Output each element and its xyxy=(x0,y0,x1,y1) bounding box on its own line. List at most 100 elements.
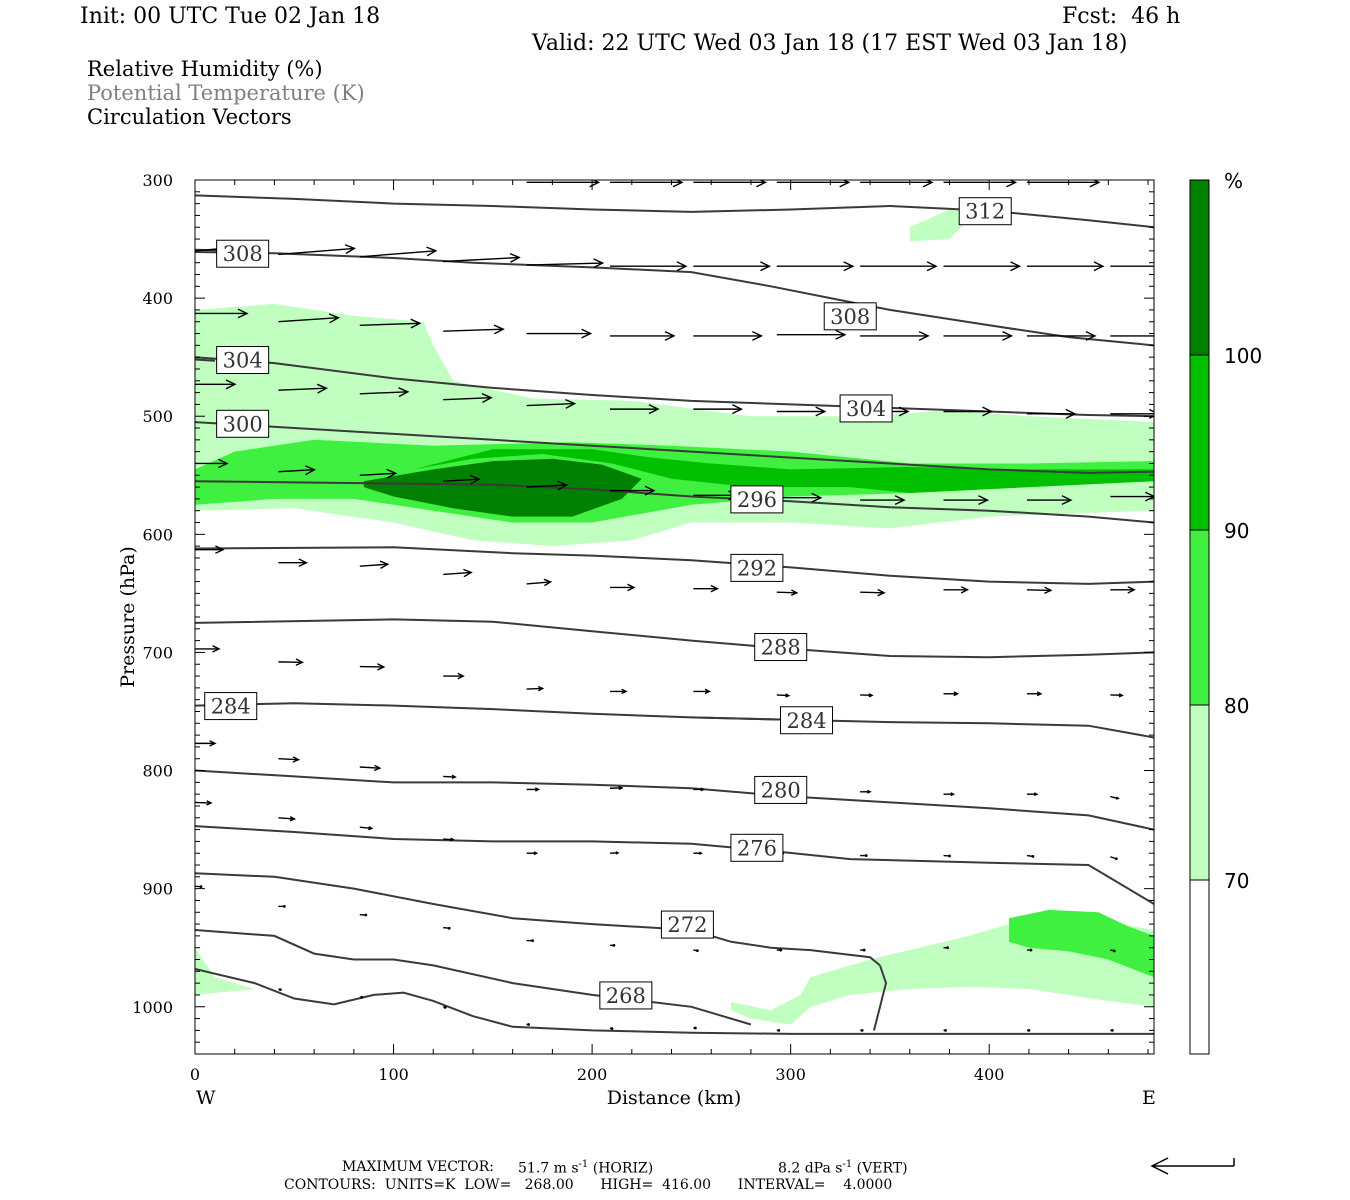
circulation-vector xyxy=(526,180,601,188)
contour-label-284: 284 xyxy=(211,695,251,719)
x-tick-label: 200 xyxy=(577,1065,608,1084)
x-tick-label: 300 xyxy=(775,1065,806,1084)
contour-label-box xyxy=(780,706,834,735)
circulation-vector xyxy=(443,568,473,578)
theta-contour-0 xyxy=(195,194,1154,229)
circulation-vector xyxy=(359,246,438,258)
forecast-hour: Fcst: 46 h xyxy=(1062,4,1181,29)
circulation-vector xyxy=(526,851,539,856)
circulation-vector xyxy=(860,948,866,952)
circulation-vector xyxy=(443,252,521,263)
x-tick-label: 400 xyxy=(974,1065,1005,1084)
circulation-vector xyxy=(860,180,934,188)
circulation-vector xyxy=(776,948,783,952)
circulation-vector xyxy=(609,785,624,791)
circulation-vector xyxy=(609,180,684,188)
circulation-vector xyxy=(860,1028,864,1032)
rh-region-70-80-0 xyxy=(195,304,1154,547)
circulation-vector xyxy=(609,943,616,947)
axes: 300 400 500 600 700 800 900 1000 0 100 200 300 400 xyxy=(132,171,1154,1084)
theta-contour-1 xyxy=(195,251,1154,347)
circulation-vector xyxy=(278,988,282,992)
circulation-vector xyxy=(359,913,368,917)
theta-contour-10 xyxy=(691,716,791,721)
circulation-vector xyxy=(526,787,541,792)
contour-label-276: 276 xyxy=(737,836,777,860)
contour-label-284: 284 xyxy=(786,709,826,733)
circulation-vector xyxy=(1110,265,1154,267)
circulation-vector xyxy=(526,398,577,409)
contour-label-308: 308 xyxy=(223,242,263,266)
circulation-vector xyxy=(443,393,493,404)
circulation-vector xyxy=(1026,854,1035,858)
contour-label-300: 300 xyxy=(223,412,263,436)
circulation-vector xyxy=(609,404,660,415)
circulation-vector xyxy=(776,589,799,596)
circulation-vector xyxy=(278,558,309,567)
circulation-vector xyxy=(1110,1028,1114,1032)
circulation-vector xyxy=(1110,335,1154,337)
circulation-vector xyxy=(359,560,390,570)
theta-contour-14 xyxy=(195,929,752,1026)
circulation-vector xyxy=(359,663,386,671)
max-vector-vert-value: 8.2 dPa s xyxy=(778,1160,843,1177)
circulation-vector xyxy=(609,1027,614,1031)
circulation-vector xyxy=(526,480,569,491)
circulation-vector xyxy=(609,261,688,272)
max-vector-vert-exp: -1 xyxy=(842,1159,853,1170)
theta-contour-5 xyxy=(195,421,1154,474)
rh-colorbar: % 100 90 80 70 xyxy=(1189,169,1262,1055)
y-tick-label: 1000 xyxy=(132,998,173,1017)
y-tick-label: 400 xyxy=(142,289,173,308)
legend-relative-humidity: Relative Humidity (%) xyxy=(87,57,323,81)
circulation-vector xyxy=(443,774,457,780)
circulation-vector xyxy=(1110,408,1154,419)
circulation-vector xyxy=(359,764,382,772)
circulation-vector xyxy=(943,586,970,594)
circulation-vector xyxy=(693,787,706,792)
circulation-vector xyxy=(1110,856,1118,861)
circulation-vector xyxy=(526,939,534,943)
contour-label-box xyxy=(730,553,784,582)
contour-label-268: 268 xyxy=(606,984,646,1008)
circulation-vector xyxy=(776,406,827,417)
circulation-vector xyxy=(943,180,1018,188)
circulation-vector xyxy=(693,330,764,341)
contour-label-box xyxy=(204,692,258,721)
circulation-vector xyxy=(693,851,704,855)
circulation-vector xyxy=(943,691,960,697)
contour-label-box xyxy=(599,981,653,1010)
circulation-vector xyxy=(359,387,410,398)
circulation-vector xyxy=(443,324,505,335)
circulation-vector xyxy=(442,1005,447,1009)
circulation-vector xyxy=(278,815,297,822)
circulation-vector xyxy=(776,180,851,188)
colorbar-segment xyxy=(1189,179,1210,356)
contour-label-box xyxy=(660,910,714,939)
contour-label-312: 312 xyxy=(965,200,1005,224)
circulation-vector xyxy=(359,995,364,999)
contour-label-box xyxy=(216,409,270,438)
colorbar-segment xyxy=(1189,879,1210,1055)
circulation-vector xyxy=(278,465,317,476)
max-vector-horiz-tag: (HORIZ) xyxy=(592,1160,654,1177)
circulation-vector xyxy=(693,261,772,272)
max-vector-horiz-value: 51.7 m s xyxy=(518,1160,579,1177)
circulation-vector xyxy=(195,740,217,747)
y-tick-label: 800 xyxy=(142,762,173,781)
circulation-vector xyxy=(526,578,553,587)
contour-label-296: 296 xyxy=(737,488,777,512)
circulation-vector xyxy=(278,313,341,324)
circulation-vector xyxy=(1026,261,1105,272)
legend-circulation-vectors: Circulation Vectors xyxy=(87,105,292,129)
rh-region-90-100-6 xyxy=(353,449,1154,493)
circulation-vector xyxy=(860,789,872,794)
rh-region-100-7 xyxy=(363,458,642,517)
theta-contour-8 xyxy=(195,618,1154,659)
circulation-vector xyxy=(943,1028,947,1032)
theta-contour-6 xyxy=(195,480,1154,524)
legend-potential-temperature: Potential Temperature (K) xyxy=(87,81,365,105)
contour-label-box xyxy=(958,197,1012,226)
circulation-vector xyxy=(443,474,481,485)
